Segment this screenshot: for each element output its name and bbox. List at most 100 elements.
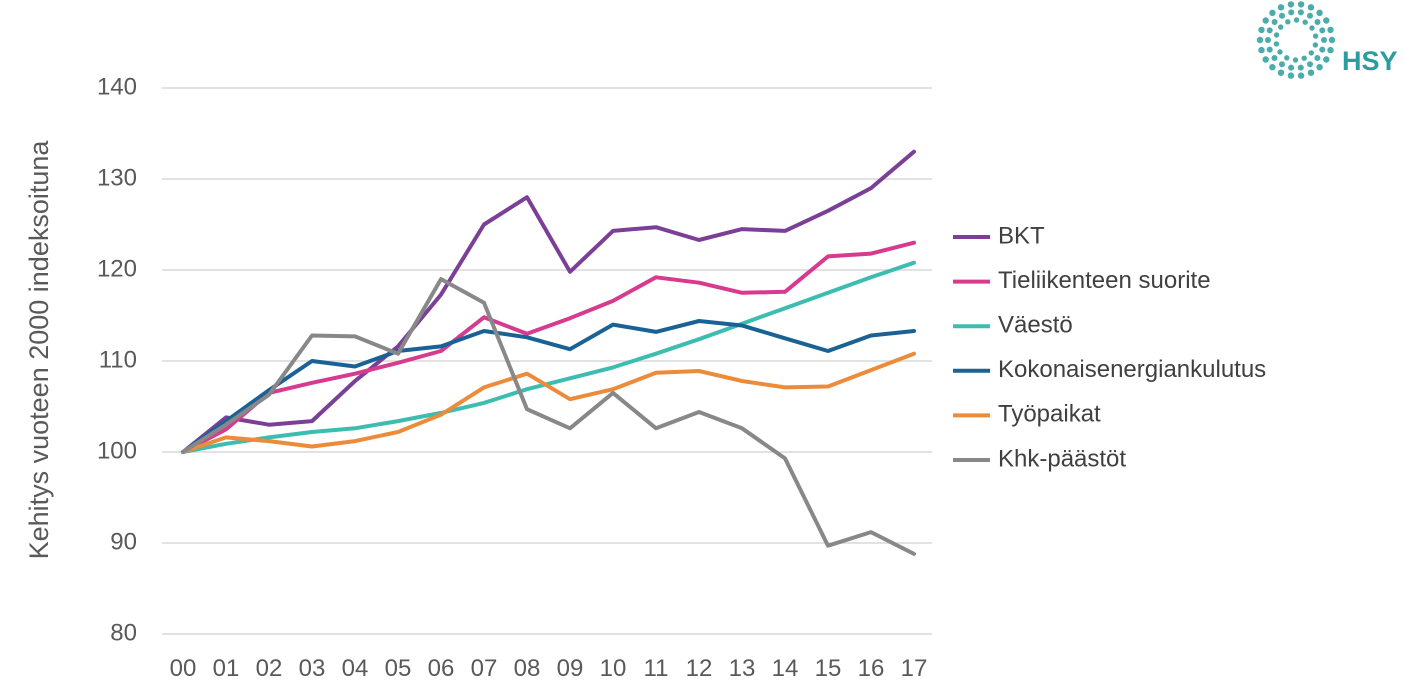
legend-label: Kokonaisenergiankulutus [998,356,1266,383]
x-tick-label: 16 [858,655,885,682]
legend-label: Työpaikat [998,401,1101,428]
legend-label: Väestö [998,312,1073,339]
series-line-Khk-päästöt [181,277,916,556]
y-tick-label: 130 [97,164,137,191]
x-tick-label: 11 [644,655,669,682]
series-line-BKT [181,149,916,454]
legend-item: Khk-päästöt [953,445,1126,472]
hsy-logo: HSY [1256,1,1398,79]
logo-dot [1328,36,1336,44]
logo-dot [1284,55,1290,61]
logo-dot [1271,19,1278,25]
gridlines [162,87,932,635]
legend-label: Tieliikenteen suorite [998,267,1211,294]
x-tick-label: 12 [686,655,713,682]
x-tick-label: 08 [514,655,541,682]
logo-dot [1277,49,1283,55]
logo-dot [1308,50,1315,56]
logo-dot [1258,26,1265,34]
series-line-Tieliikenteen suorite [181,240,916,454]
series-lines [181,149,916,556]
logo-dot [1307,61,1313,68]
logo-dot [1269,63,1276,71]
x-tick-label: 00 [170,655,197,682]
logo-dot [1288,64,1295,71]
x-tick-label: 15 [815,655,842,682]
series-line-Kokonaisenergiankulutus [181,319,916,454]
logo-dot [1327,46,1334,54]
logo-dot [1266,46,1273,53]
logo-dot [1273,41,1280,47]
x-tick-label: 05 [385,655,412,682]
y-tick-label: 90 [110,528,137,555]
logo-dot [1285,19,1291,25]
logo-dot [1302,19,1308,25]
logo-dot [1262,17,1269,24]
logo-dot [1293,17,1300,23]
logo-dot [1316,9,1323,16]
x-tick-label: 06 [428,655,455,682]
logo-dot [1301,55,1307,61]
x-tick-label: 17 [901,655,928,682]
series-line-Työpaikat [181,351,916,454]
y-axis-label: Kehitys vuoteen 2000 indeksoituna [24,140,54,560]
x-tick-label: 14 [772,655,799,682]
x-tick-label: 01 [213,655,240,682]
y-tick-label: 120 [97,255,137,282]
logo-dot [1307,12,1313,19]
legend-label: Khk-päästöt [998,445,1126,472]
y-tick-label: 100 [97,437,137,464]
logo-dot [1278,24,1284,30]
logo-dot [1314,19,1321,25]
x-tick-label: 02 [256,655,283,682]
logo-dot [1297,64,1304,71]
y-tick-label: 80 [110,619,137,646]
x-tick-labels: 00 01 02 03 04 05 06 07 08 09 10 11 12 13 14 15 16 17 [170,655,928,682]
logo-dot [1287,1,1295,8]
logo-dot [1314,55,1321,61]
logo-dot [1273,32,1280,38]
logo-dot [1256,36,1264,44]
logo-dot [1269,9,1276,16]
y-tick-labels: 80 90 100 110 120 130 140 [97,73,137,646]
logo-dot [1277,69,1285,76]
logo-dot [1292,57,1299,63]
logo-dot [1297,9,1304,16]
logo-dot [1262,56,1269,63]
x-tick-label: 07 [471,655,498,682]
logo-dot [1319,27,1326,34]
logo-dot [1297,72,1305,79]
legend-item: BKT [953,222,1045,249]
hsy-logo-mark [1256,1,1336,79]
x-tick-label: 10 [600,655,627,682]
logo-dot [1316,63,1323,71]
x-tick-label: 03 [299,655,326,682]
legend-label: BKT [998,222,1045,249]
x-tick-label: 09 [557,655,584,682]
logo-dot [1277,4,1285,11]
x-tick-label: 04 [342,655,369,682]
logo-dot [1312,42,1319,48]
logo-dot [1321,37,1327,43]
legend-item: Työpaikat [953,401,1101,428]
logo-dot [1323,17,1330,24]
logo-dot [1307,69,1315,76]
logo-dot [1265,37,1271,43]
legend-item: Tieliikenteen suorite [953,267,1211,294]
y-tick-label: 110 [99,346,137,373]
hsy-logo-text: HSY [1342,46,1398,76]
logo-dot [1279,12,1285,19]
logo-dot [1266,27,1273,34]
logo-dot [1258,46,1265,54]
logo-dot [1323,56,1330,63]
legend-item: Kokonaisenergiankulutus [953,356,1266,383]
legend-item: Väestö [953,312,1073,339]
series-line-Väestö [181,260,916,454]
logo-dot [1312,33,1319,39]
logo-dot [1309,25,1315,31]
logo-dot [1297,1,1305,8]
logo-dot [1319,46,1326,53]
logo-dot [1271,55,1278,61]
legend: BKT Tieliikenteen suorite Väestö Kokonaisen… [953,222,1266,472]
